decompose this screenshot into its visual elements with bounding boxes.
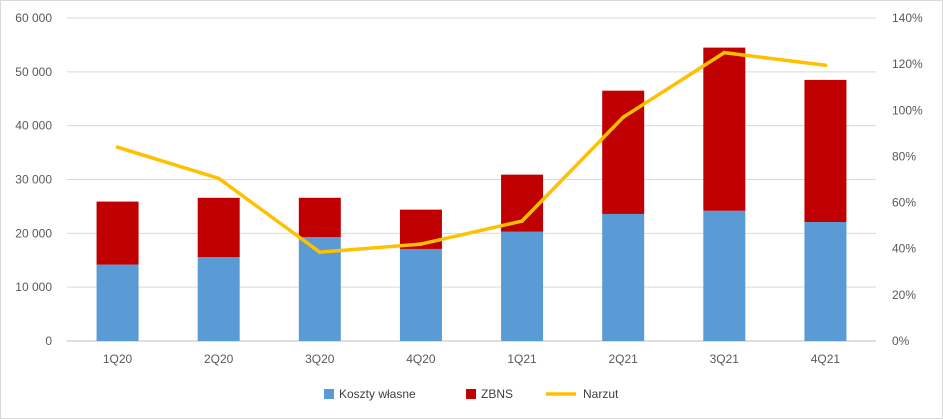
bar-zbns [197, 197, 240, 258]
bar-koszty-wlasne [96, 264, 139, 341]
legend-label-koszty: Koszty własne [339, 387, 416, 401]
x-axis: 1Q20 2Q20 3Q20 4Q20 1Q21 2Q21 3Q21 4Q21 [103, 352, 841, 366]
left-tick-label: 40 000 [15, 119, 52, 133]
right-tick-label: 0% [892, 334, 910, 348]
narzut-point [115, 145, 120, 149]
left-tick-label: 60 000 [15, 11, 52, 25]
bar-zbns [96, 201, 139, 265]
narzut-point [318, 250, 322, 254]
left-axis: 0 10 000 20 000 30 000 40 000 50 000 60 000 [15, 11, 52, 348]
bar-koszty-wlasne [197, 257, 240, 341]
bar-koszty-wlasne [602, 213, 645, 341]
bar-zbns [804, 79, 847, 223]
bar-zbns [703, 47, 746, 211]
right-tick-label: 80% [892, 149, 916, 163]
narzut-point [520, 219, 524, 223]
x-tick-label: 1Q21 [507, 352, 537, 366]
line-series [115, 50, 828, 254]
bar-koszty-wlasne [298, 237, 341, 341]
legend-swatch-zbns [466, 389, 476, 399]
legend-label-narzut: Narzut [583, 387, 619, 401]
x-tick-label: 2Q20 [204, 352, 234, 366]
left-tick-label: 10 000 [15, 280, 52, 294]
right-tick-label: 100% [892, 103, 923, 117]
bar-koszty-wlasne [804, 222, 847, 341]
bar-series [96, 47, 847, 341]
left-tick-label: 20 000 [15, 226, 52, 240]
left-tick-label: 50 000 [15, 65, 52, 79]
narzut-point [621, 115, 625, 120]
x-tick-label: 4Q20 [406, 352, 436, 366]
narzut-point [216, 176, 221, 181]
bar-zbns [298, 197, 341, 238]
x-tick-label: 3Q20 [305, 352, 335, 366]
right-axis: 0% 20% 40% 60% 80% 100% 120% 140% [892, 11, 923, 348]
x-tick-label: 1Q20 [103, 352, 133, 366]
bar-koszty-wlasne [399, 248, 442, 341]
narzut-point [823, 63, 828, 68]
legend-label-zbns: ZBNS [481, 387, 513, 401]
x-tick-label: 2Q21 [609, 352, 639, 366]
bar-koszty-wlasne [703, 210, 746, 341]
right-tick-label: 140% [892, 11, 923, 25]
legend: Koszty własne ZBNS Narzut [324, 387, 619, 401]
right-tick-label: 20% [892, 288, 916, 302]
bar-zbns [602, 90, 645, 214]
right-tick-label: 60% [892, 196, 916, 210]
left-tick-label: 30 000 [15, 173, 52, 187]
narzut-point [722, 50, 727, 55]
bar-koszty-wlasne [501, 231, 544, 341]
narzut-line [115, 50, 828, 254]
x-tick-label: 4Q21 [811, 352, 841, 366]
x-tick-label: 3Q21 [710, 352, 740, 366]
right-tick-label: 40% [892, 242, 916, 256]
legend-swatch-koszty [324, 389, 334, 399]
left-tick-label: 0 [45, 334, 52, 348]
right-tick-label: 120% [892, 57, 923, 71]
narzut-point [419, 242, 423, 246]
